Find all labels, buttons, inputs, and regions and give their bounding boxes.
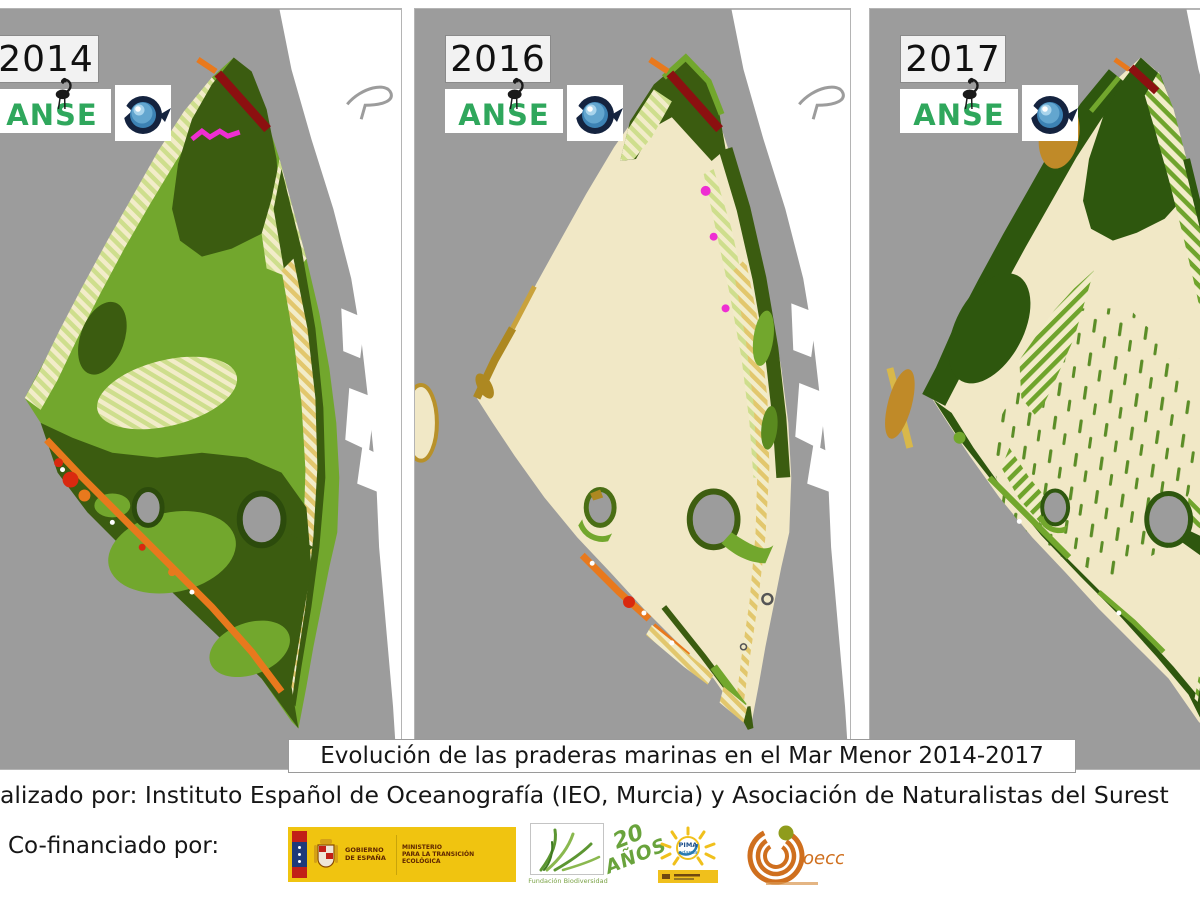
oecc-logo: oecc [740,818,845,894]
anse-wordmark: ANSE [913,98,1005,132]
pima-label: PIMA [679,841,698,849]
ministry-line1: MINISTERIO [402,843,442,851]
flamingo-icon [507,77,524,110]
eye-icon [1029,96,1078,134]
anse-logo: ANSE [445,77,563,133]
eye-icon [122,96,171,134]
ministry-line2: PARA LA TRANSICIÓN ECOLÓGICA [402,850,475,866]
eye-logo [115,85,171,141]
year-text: 2017 [905,38,1001,80]
map-2016 [415,9,850,769]
eye-logo [1022,85,1078,141]
pima-adapta-logo: PIMA adapta [652,824,724,888]
year-label-2014: 2014 [0,35,99,83]
anse-logo: ANSE [0,77,111,133]
map-panel-2014: 2014 ANSE [0,8,402,770]
coat-of-arms-icon [314,838,338,868]
gobierno-text: GOBIERNO DE ESPAÑA [345,846,391,862]
cofinanced-label: Co-financiado por: [8,833,220,859]
eye-icon [574,96,623,134]
flamingo-icon [55,77,72,110]
gobierno-line2: DE ESPAÑA [345,853,386,862]
spain-flag-icon [292,831,307,878]
map-panel-2016: 2016 ANSE [414,8,851,770]
map-2017 [870,9,1200,769]
year-label-2017: 2017 [900,35,1006,83]
year-text: 2014 [0,38,94,80]
eye-logo [567,85,623,141]
grass-icon [539,828,601,872]
map-panel-2017: 2017 ANSE [869,8,1200,770]
fundacion-biodiversidad-logo [530,823,604,875]
divider [396,834,397,875]
year-label-2016: 2016 [445,35,551,83]
credit-line: alizado por: Instituto Español de Oceano… [0,781,1169,809]
flamingo-icon [962,77,979,110]
figure-caption: Evolución de las praderas marinas en el … [288,739,1076,773]
map-2014 [0,9,401,769]
pima-sun-icon: PIMA adapta [658,826,718,883]
pima-sublabel: adapta [678,850,698,856]
gobierno-espana-logo: GOBIERNO DE ESPAÑA MINISTERIO PARA LA TR… [288,827,516,882]
anse-wordmark: ANSE [458,98,550,132]
year-text: 2016 [450,38,546,80]
oecc-spiral-icon: oecc [747,825,845,885]
fundacion-biodiversidad-caption: Fundación Biodiversidad [528,877,608,885]
anse-wordmark: ANSE [6,98,98,132]
gobierno-line1: GOBIERNO [345,846,384,855]
oecc-label: oecc [803,848,844,869]
ministry-text: MINISTERIO PARA LA TRANSICIÓN ECOLÓGICA [402,844,488,866]
anse-logo: ANSE [900,77,1018,133]
